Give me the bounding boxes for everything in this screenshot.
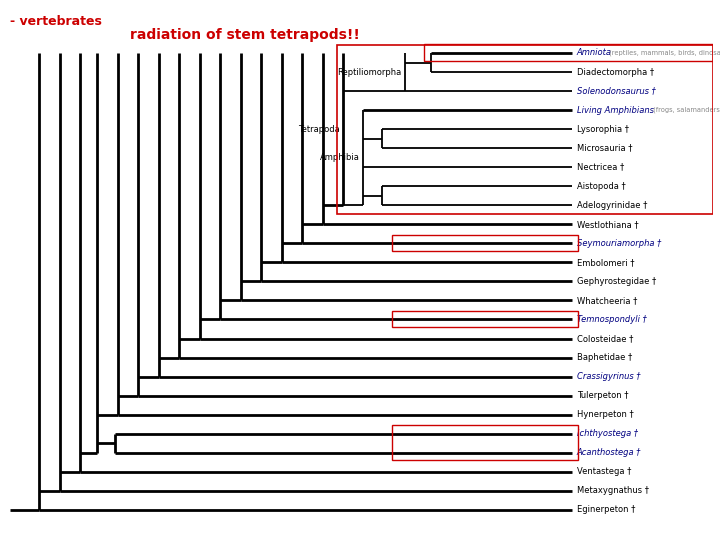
Text: Metaxygnathus †: Metaxygnathus † (577, 487, 649, 495)
Text: Seymouriamorpha †: Seymouriamorpha † (577, 239, 661, 248)
Text: Whatcheeria †: Whatcheeria † (577, 296, 637, 305)
Text: Adelogyrinidae †: Adelogyrinidae † (577, 201, 647, 210)
Text: Crassigyrinus †: Crassigyrinus † (577, 372, 640, 381)
Text: Diadectomorpha †: Diadectomorpha † (577, 68, 654, 77)
Text: Reptiliomorpha: Reptiliomorpha (338, 68, 402, 77)
Bar (392, 311, 578, 327)
Text: Solenodonsaurus †: Solenodonsaurus † (577, 86, 656, 96)
Text: Amniota: Amniota (577, 49, 612, 57)
Bar (392, 425, 578, 461)
Bar (424, 44, 713, 60)
Text: (frogs, salamanders, and caecilians): (frogs, salamanders, and caecilians) (651, 107, 720, 113)
Text: Hynerpeton †: Hynerpeton † (577, 410, 634, 419)
Text: radiation of stem tetrapods!!: radiation of stem tetrapods!! (130, 28, 359, 42)
Text: Aistopoda †: Aistopoda † (577, 182, 626, 191)
Text: Ventastega †: Ventastega † (577, 467, 631, 476)
Text: Colosteidae †: Colosteidae † (577, 334, 633, 343)
Text: Living Amphibians: Living Amphibians (577, 106, 654, 114)
Bar (337, 45, 713, 214)
Text: Lysorophia †: Lysorophia † (577, 125, 629, 133)
Text: Nectricea †: Nectricea † (577, 163, 624, 172)
Text: Acanthostega †: Acanthostega † (577, 448, 642, 457)
Text: Amphibia: Amphibia (320, 153, 360, 162)
Bar (392, 235, 578, 251)
Text: Tetrapoda: Tetrapoda (298, 125, 340, 133)
Text: Gephyrostegidae †: Gephyrostegidae † (577, 277, 656, 286)
Text: Tulerpeton †: Tulerpeton † (577, 391, 629, 400)
Text: Ichthyostega †: Ichthyostega † (577, 429, 638, 438)
Text: (reptiles, mammals, birds, dinosaurs, etc.): (reptiles, mammals, birds, dinosaurs, et… (608, 50, 720, 56)
Text: - vertebrates: - vertebrates (10, 15, 102, 28)
Text: Baphetidae †: Baphetidae † (577, 353, 632, 362)
Text: Microsauria †: Microsauria † (577, 144, 632, 153)
Text: Westlothiana †: Westlothiana † (577, 220, 639, 229)
Text: Eginerpeton †: Eginerpeton † (577, 505, 635, 515)
Text: Embolomeri †: Embolomeri † (577, 258, 634, 267)
Text: Temnospondyli †: Temnospondyli † (577, 315, 647, 324)
